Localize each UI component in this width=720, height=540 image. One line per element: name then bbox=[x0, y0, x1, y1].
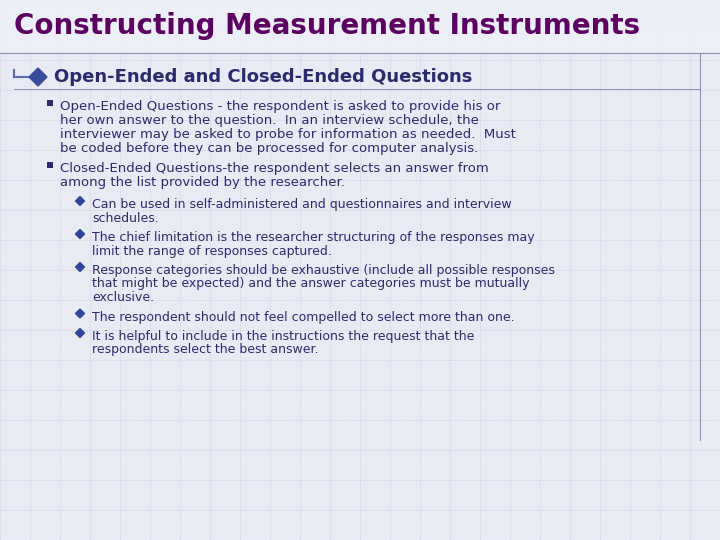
Text: Open-Ended and Closed-Ended Questions: Open-Ended and Closed-Ended Questions bbox=[54, 68, 472, 86]
Text: among the list provided by the researcher.: among the list provided by the researche… bbox=[60, 176, 345, 189]
Text: Constructing Measurement Instruments: Constructing Measurement Instruments bbox=[14, 12, 640, 40]
Text: The chief limitation is the researcher structuring of the responses may: The chief limitation is the researcher s… bbox=[92, 231, 535, 244]
Bar bbox=[48, 162, 53, 168]
Polygon shape bbox=[29, 68, 47, 86]
Text: Response categories should be exhaustive (include all possible responses: Response categories should be exhaustive… bbox=[92, 264, 555, 277]
Text: Can be used in self-administered and questionnaires and interview: Can be used in self-administered and que… bbox=[92, 198, 512, 211]
Polygon shape bbox=[76, 328, 84, 338]
Text: her own answer to the question.  In an interview schedule, the: her own answer to the question. In an in… bbox=[60, 114, 479, 127]
Text: Open-Ended Questions - the respondent is asked to provide his or: Open-Ended Questions - the respondent is… bbox=[60, 100, 500, 113]
Text: interviewer may be asked to probe for information as needed.  Must: interviewer may be asked to probe for in… bbox=[60, 128, 516, 141]
Polygon shape bbox=[76, 230, 84, 239]
Text: Closed-Ended Questions-the respondent selects an answer from: Closed-Ended Questions-the respondent se… bbox=[60, 162, 489, 175]
Text: respondents select the best answer.: respondents select the best answer. bbox=[92, 343, 318, 356]
Bar bbox=[48, 100, 53, 106]
Text: schedules.: schedules. bbox=[92, 212, 158, 225]
Text: limit the range of responses captured.: limit the range of responses captured. bbox=[92, 245, 332, 258]
Text: that might be expected) and the answer categories must be mutually: that might be expected) and the answer c… bbox=[92, 278, 529, 291]
Text: exclusive.: exclusive. bbox=[92, 291, 154, 304]
Text: It is helpful to include in the instructions the request that the: It is helpful to include in the instruct… bbox=[92, 330, 474, 343]
Bar bbox=[0, 0, 720, 52]
Bar bbox=[380, 0, 720, 30]
Text: The respondent should not feel compelled to select more than one.: The respondent should not feel compelled… bbox=[92, 310, 515, 323]
Polygon shape bbox=[76, 262, 84, 272]
Polygon shape bbox=[76, 197, 84, 206]
Text: be coded before they can be processed for computer analysis.: be coded before they can be processed fo… bbox=[60, 142, 478, 155]
Polygon shape bbox=[76, 309, 84, 318]
